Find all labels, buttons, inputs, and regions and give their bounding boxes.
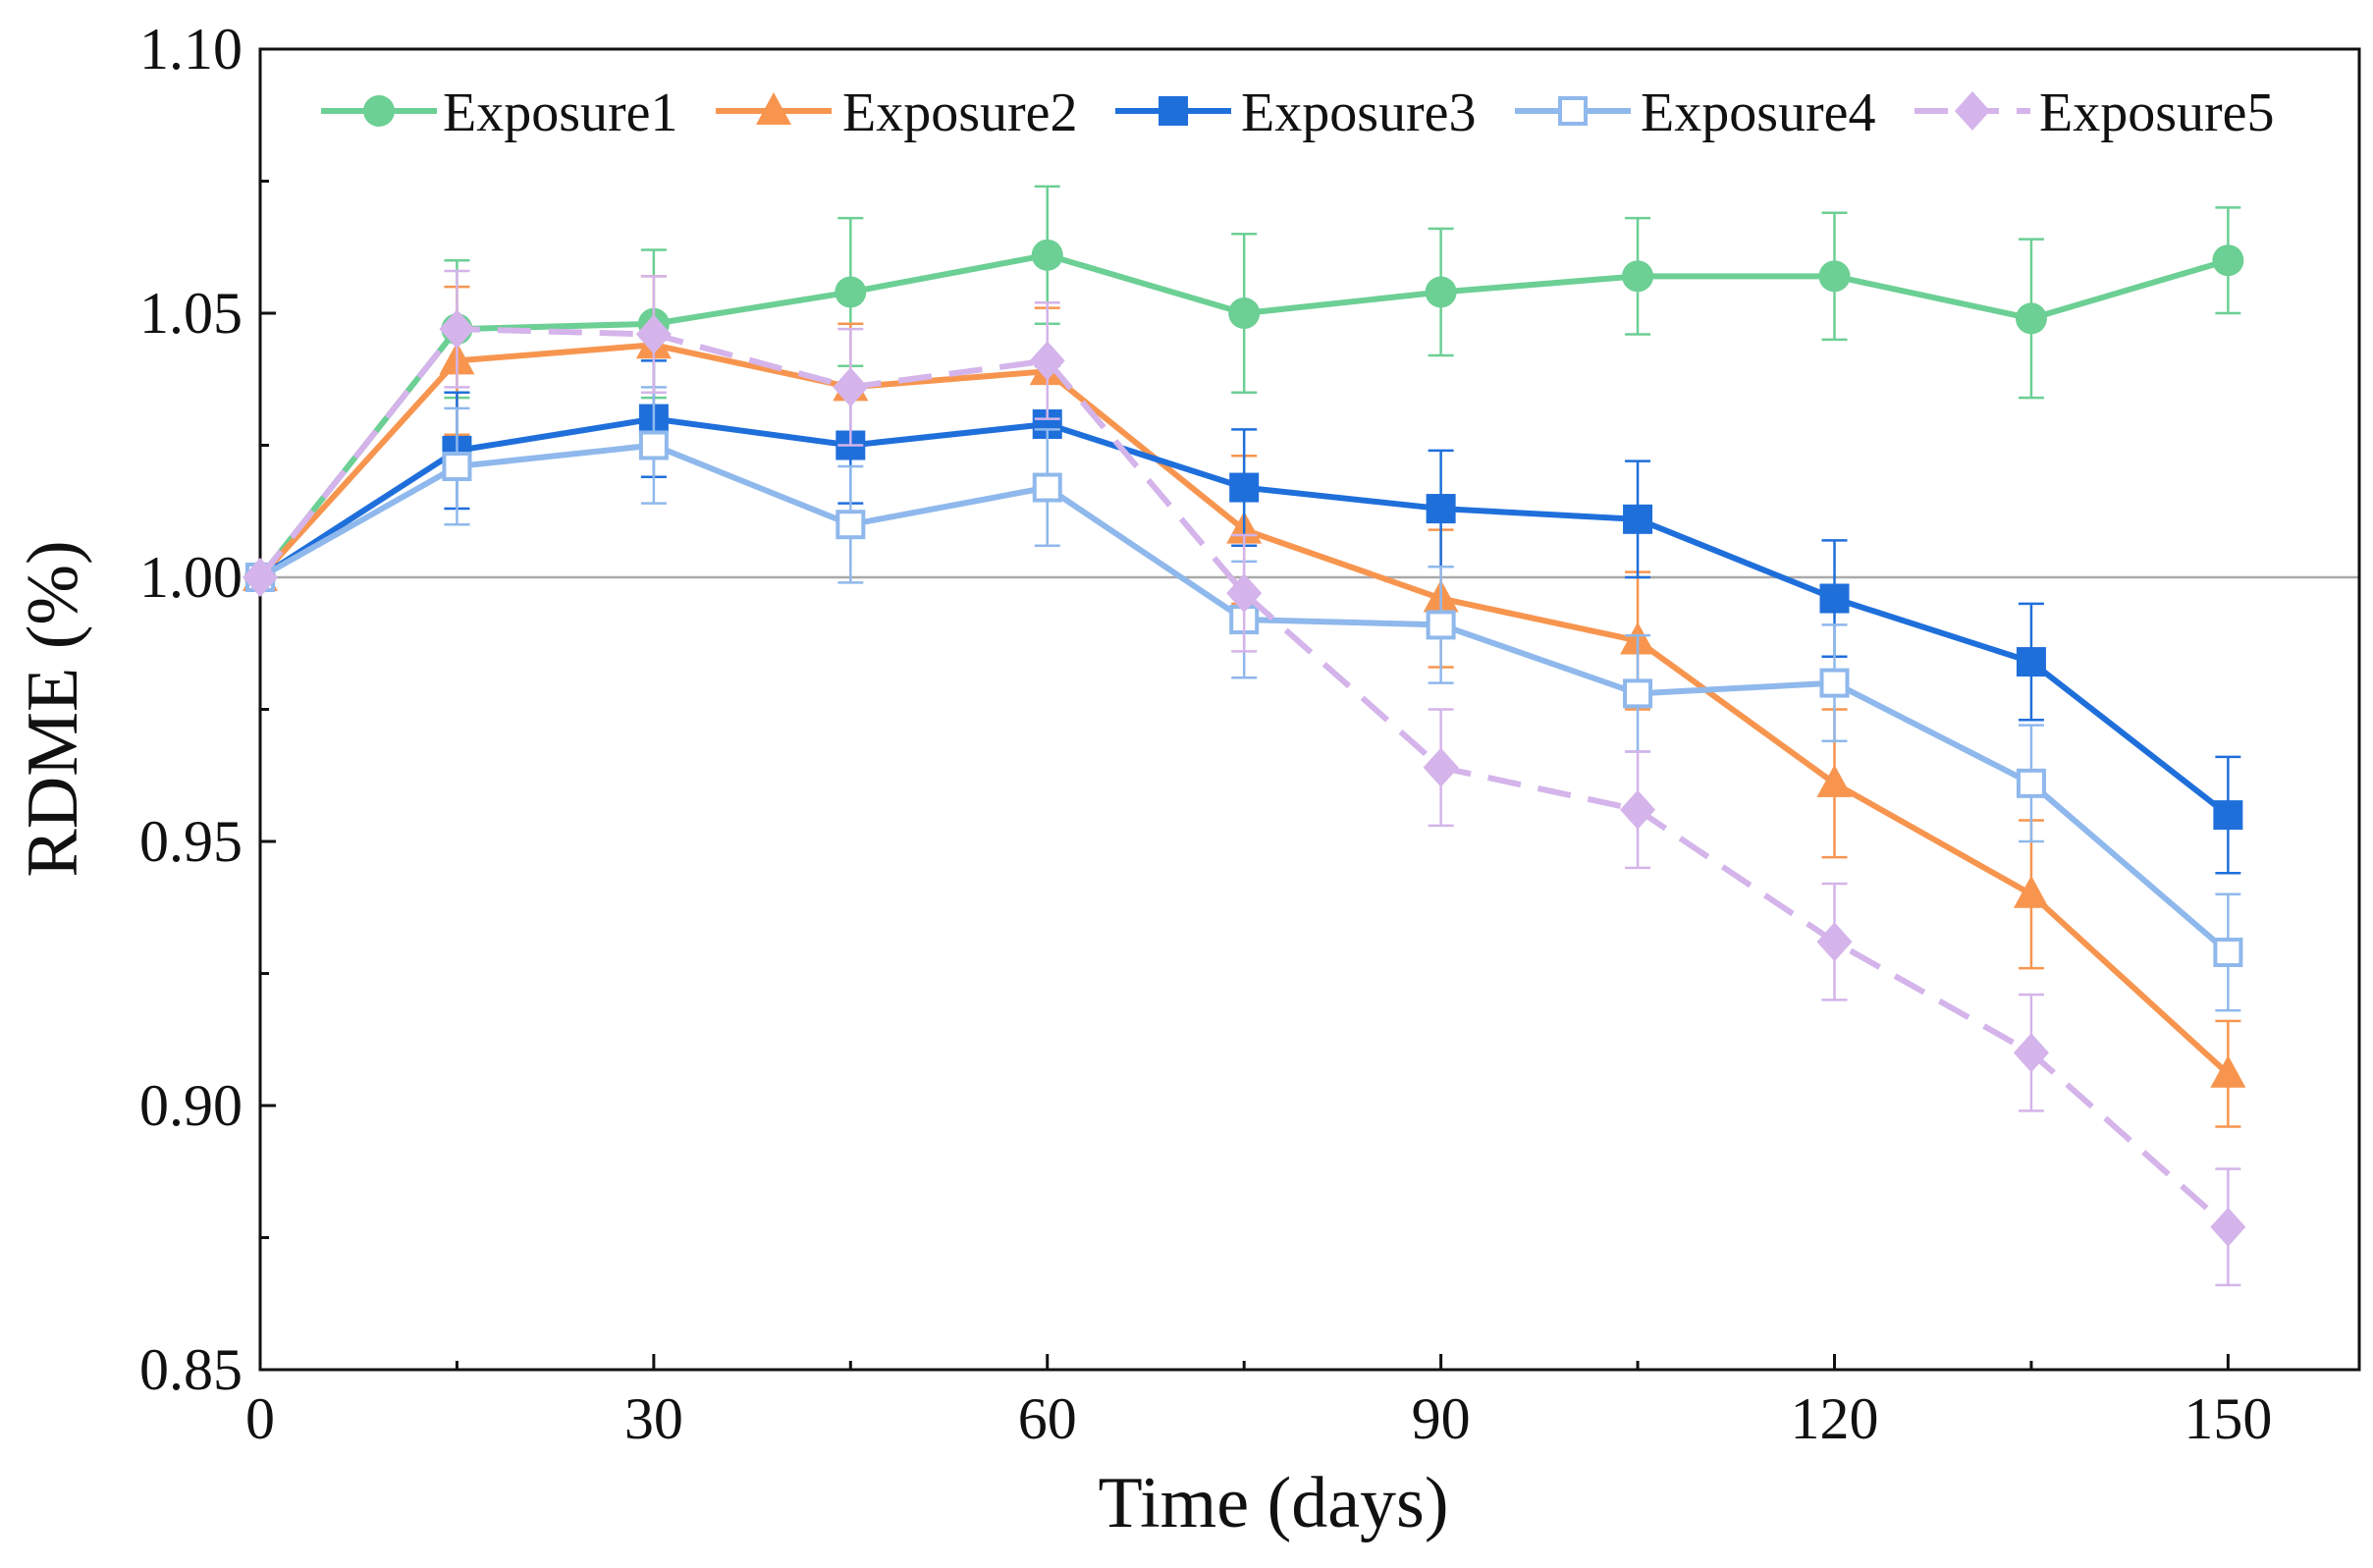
data-point	[833, 367, 869, 407]
y-tick-label: 0.95	[139, 809, 243, 874]
data-point	[635, 314, 672, 354]
legend-label: Exposure2	[842, 82, 1078, 143]
y-tick-label: 0.90	[139, 1073, 243, 1138]
series-line-exposure5	[257, 326, 2231, 1229]
data-point	[1426, 494, 1456, 524]
legend-item-exposure2: Exposure2	[716, 82, 1078, 143]
y-tick-label: 0.85	[139, 1337, 243, 1402]
data-point	[2210, 1054, 2246, 1088]
x-tick-label: 120	[1791, 1386, 1879, 1451]
data-point	[1229, 472, 1260, 503]
data-point	[1425, 276, 1457, 308]
y-axis-title: RDME (%)	[13, 540, 93, 877]
data-point	[1816, 764, 1853, 797]
data-point	[835, 276, 867, 308]
x-tick-label: 60	[1018, 1386, 1077, 1451]
data-point	[1032, 472, 1062, 503]
legend-item-exposure4: Exposure4	[1515, 82, 1876, 143]
x-tick-label: 30	[624, 1386, 683, 1451]
data-point	[2213, 937, 2243, 967]
legend-label: Exposure3	[1241, 82, 1477, 143]
series-exposure2	[243, 275, 2246, 1128]
y-tick-label: 1.00	[139, 545, 243, 610]
data-point	[1226, 573, 1263, 614]
data-point	[2015, 302, 2047, 335]
data-point	[1620, 789, 1656, 830]
data-point	[2013, 1033, 2049, 1073]
data-point	[2210, 1207, 2246, 1247]
ticks-layer: 0.85 0.90 0.95 1.00 1.05 1.10 0 30 60 90 120 150	[139, 17, 2272, 1451]
y-tick-label: 1.10	[139, 17, 243, 81]
x-tick-label: 90	[1412, 1386, 1471, 1451]
legend-label: Exposure5	[2039, 82, 2275, 143]
legend-label: Exposure1	[443, 82, 678, 143]
data-point	[442, 452, 472, 482]
legend-item-exposure3: Exposure3	[1115, 82, 1477, 143]
x-tick-label: 150	[2184, 1386, 2272, 1451]
series-layer	[243, 185, 2246, 1287]
data-point	[2213, 800, 2243, 831]
legend-marker	[756, 92, 791, 125]
legend-marker	[1955, 91, 1990, 131]
legend-label: Exposure4	[1641, 82, 1876, 143]
data-point	[1426, 610, 1456, 640]
data-point	[2016, 768, 2046, 798]
data-point	[2013, 875, 2049, 908]
data-point	[1228, 297, 1261, 329]
legend: Exposure1 Exposure2 Exposure3 Exposure4 Expo…	[321, 82, 2275, 143]
data-point	[1029, 341, 1065, 381]
axes-layer	[258, 47, 2361, 1372]
data-point	[2016, 647, 2046, 677]
data-point	[1819, 668, 1850, 698]
data-point	[1818, 260, 1851, 293]
legend-marker	[363, 95, 395, 127]
data-point	[1623, 504, 1653, 534]
series-exposure1	[244, 185, 2244, 593]
data-point	[1622, 260, 1654, 293]
plot-area-frame	[258, 47, 2361, 1372]
data-point	[1623, 678, 1653, 709]
data-point	[1819, 583, 1850, 614]
data-point	[243, 558, 278, 597]
data-point	[1423, 747, 1459, 787]
data-point	[638, 430, 669, 460]
series-exposure5	[243, 269, 2246, 1287]
x-axis-title: Time (days)	[1099, 1463, 1449, 1543]
legend-marker	[1159, 96, 1188, 126]
data-point	[1816, 922, 1853, 962]
data-point	[2212, 244, 2244, 277]
data-point	[836, 510, 866, 540]
x-tick-label: 0	[245, 1386, 275, 1451]
legend-item-exposure1: Exposure1	[321, 82, 678, 143]
data-point	[1031, 239, 1063, 271]
legend-marker	[1558, 96, 1588, 126]
legend-item-exposure5: Exposure5	[1915, 82, 2275, 143]
y-tick-label: 1.05	[139, 281, 243, 346]
data-point	[439, 309, 475, 350]
